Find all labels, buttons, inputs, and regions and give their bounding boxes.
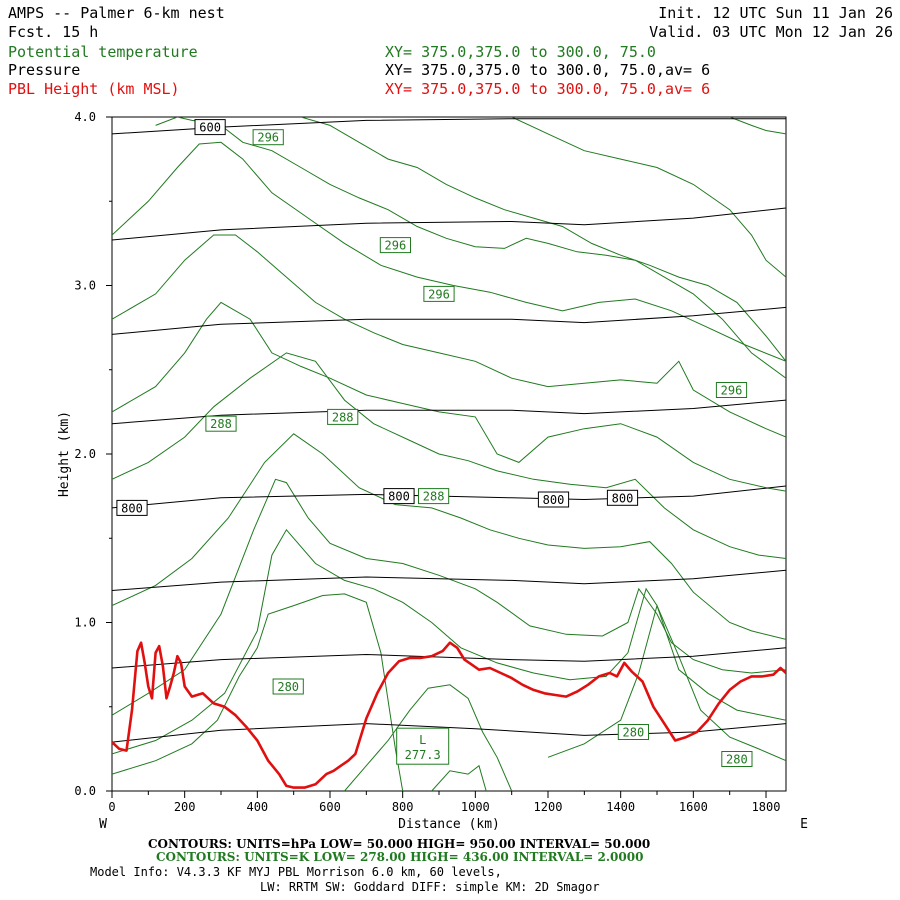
theta-contour-280c: [547, 604, 786, 762]
theta-label-box: [272, 678, 304, 695]
pressure-contour-750: [112, 399, 786, 425]
theta-label-box: [423, 285, 455, 302]
pressure-label: 800: [121, 501, 143, 515]
theta-label: 296: [385, 239, 407, 253]
y-tick-label: 1.0: [74, 616, 96, 630]
y-axis-label: Height (km): [57, 411, 72, 497]
theta-contour-298: [511, 117, 786, 278]
contour-labels: 600 800 800 800 800 296 296 296 296 288 288 288 280 2…: [116, 119, 753, 767]
low-marker-box: [396, 727, 450, 765]
pressure-label-box: [606, 489, 639, 506]
pressure-contour-850: [112, 569, 786, 591]
theta-label-box: [379, 237, 411, 254]
theta-label-box: [721, 751, 753, 767]
legend-pressure-coords: XY= 375.0,375.0 to 300.0, 75.0,av= 6: [385, 61, 710, 79]
legend-pressure-name: Pressure: [8, 61, 80, 79]
theta-label: 280: [623, 726, 645, 740]
pbl-height-series: [112, 641, 786, 789]
theta-contour-292: [112, 234, 786, 438]
x-tick-label: 1400: [606, 800, 635, 814]
model-info: Model Info: V4.3.3 KF MYJ PBL Morrison 6…: [90, 865, 502, 879]
pressure-label: 800: [388, 490, 410, 504]
axes: 0 200 400 600 800 1000 1200 1400 1600 1800 0.0 1.0 2…: [74, 110, 780, 814]
theta-contour-280a: [112, 593, 404, 791]
low-marker-letter: L: [419, 733, 426, 747]
pressure-contour-650: [112, 207, 786, 241]
theta-contour-290: [112, 301, 786, 492]
theta-label: 288: [332, 410, 354, 424]
y-tick-label: 0.0: [74, 784, 96, 798]
theta-contour-300: [729, 117, 786, 135]
x-tick-label: 1200: [534, 800, 563, 814]
theta-label-box: [715, 382, 748, 398]
x-axis-label: Distance (km): [398, 817, 500, 832]
valid-time: Valid. 03 UTC Mon 12 Jan 26: [649, 23, 893, 41]
y-tick-label: 4.0: [74, 110, 96, 124]
east-label: E: [800, 817, 808, 832]
forecast-hour: Fcst. 15 h: [8, 23, 98, 41]
x-tick-label: 0: [108, 800, 115, 814]
theta-contour-284: [112, 478, 786, 716]
y-tick-label: 2.0: [74, 447, 96, 461]
theta-label: 288: [210, 417, 232, 431]
pressure-label: 600: [199, 121, 221, 135]
pressure-label: 800: [612, 491, 634, 505]
pressure-contour-700: [112, 306, 786, 335]
y-tick-label: 3.0: [74, 279, 96, 293]
model-info-physics: LW: RRTM SW: Goddard DIFF: simple KM: 2D…: [260, 880, 600, 894]
theta-label: 296: [721, 384, 743, 398]
pressure-label-box: [383, 488, 415, 505]
legend-pbl-coords: XY= 375.0,375.0 to 300.0, 75.0,av= 6: [385, 80, 710, 98]
legend-pbl-name: PBL Height (km MSL): [8, 80, 180, 98]
theta-contour-294: [112, 141, 786, 362]
model-title: AMPS -- Palmer 6-km nest: [8, 4, 225, 22]
pbl-height-line: [112, 641, 786, 789]
theta-label: 288: [423, 490, 445, 504]
theta-label-box: [205, 415, 237, 432]
theta-contour-296b: [300, 117, 786, 362]
pressure-label: 800: [543, 493, 565, 507]
pressure-contour-800: [112, 485, 786, 509]
west-label: W: [99, 817, 107, 832]
pressure-contour-900: [112, 647, 786, 669]
x-tick-label: 600: [319, 800, 341, 814]
x-tick-label: 1600: [679, 800, 708, 814]
theta-contours: [112, 117, 786, 791]
theta-label: 280: [726, 753, 748, 767]
pressure-contour-950: [112, 723, 786, 743]
theta-contour-288: [112, 352, 786, 559]
theta-label-box: [327, 408, 359, 425]
init-time: Init. 12 UTC Sun 11 Jan 26: [658, 4, 893, 22]
pressure-label-box: [116, 499, 148, 516]
theta-contour-296a: [155, 117, 786, 379]
theta-contour-info: CONTOURS: UNITS=K LOW= 278.00 HIGH= 436.…: [156, 850, 643, 864]
theta-label-box: [418, 488, 450, 505]
pressure-label-box: [537, 491, 570, 508]
x-tick-label: 1800: [752, 800, 781, 814]
plot-frame: [111, 116, 787, 792]
legend-theta-coords: XY= 375.0,375.0 to 300.0, 75.0: [385, 43, 656, 61]
theta-contour-286: [112, 433, 786, 640]
theta-label-box: [617, 724, 649, 740]
theta-contour-278: [431, 764, 487, 791]
theta-label: 296: [257, 131, 279, 145]
theta-label: 296: [428, 287, 450, 301]
pressure-contour-info: CONTOURS: UNITS=hPa LOW= 50.000 HIGH= 95…: [148, 837, 650, 851]
x-tick-label: 400: [246, 800, 268, 814]
pressure-label-box: [194, 119, 226, 136]
theta-contour-282: [112, 528, 786, 755]
theta-label: 280: [277, 680, 299, 694]
theta-contour-280b: [344, 684, 513, 791]
low-marker-value: 277.3: [405, 748, 441, 762]
x-tick-label: 1000: [461, 800, 490, 814]
x-tick-label: 200: [174, 800, 196, 814]
x-tick-label: 800: [392, 800, 414, 814]
legend-theta-name: Potential temperature: [8, 43, 198, 61]
theta-label-box: [252, 129, 284, 146]
